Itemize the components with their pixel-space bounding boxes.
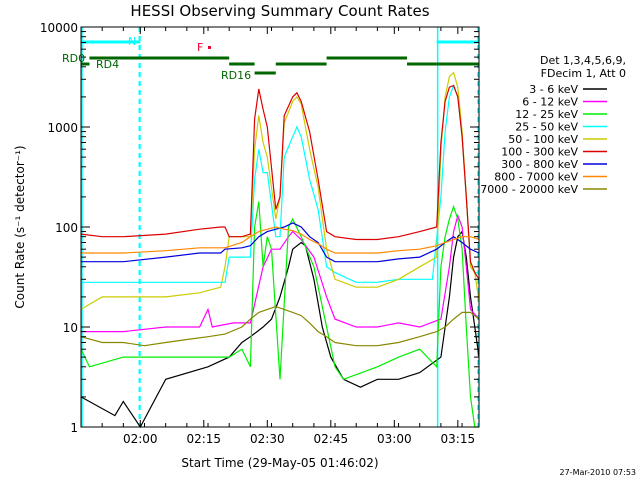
legend-label-4: 25 - 50 keV xyxy=(515,121,578,134)
x-tick-label: 03:15 xyxy=(441,432,476,446)
series-line-3 xyxy=(80,201,479,428)
legend-header-1: Det 1,3,4,5,6,9, xyxy=(540,54,626,67)
y-axis-label: Count Rate (s⁻¹ detector⁻¹) xyxy=(13,145,27,308)
legend-label-2: 6 - 12 keV xyxy=(522,96,578,109)
series-line-6 xyxy=(80,84,480,280)
rate-decimation-bars xyxy=(81,56,479,75)
flare-label: F xyxy=(197,41,203,54)
rd-label-16: RD16 xyxy=(221,69,251,82)
flare-marker xyxy=(208,46,211,49)
series-line-8 xyxy=(81,226,480,254)
chart-title: HESSI Observing Summary Count Rates xyxy=(130,2,429,20)
x-tick-label: 02:15 xyxy=(186,432,221,446)
legend-label-1: 3 - 6 keV xyxy=(529,83,578,96)
x-tick-label: 02:00 xyxy=(123,432,158,446)
series-line-9 xyxy=(80,305,480,347)
y-tick-label: 1 xyxy=(70,421,78,435)
legend-label-5: 50 - 100 keV xyxy=(508,133,578,146)
x-tick-label: 02:45 xyxy=(314,432,349,446)
x-axis-ticks: 02:00 02:15 02:30 02:45 03:00 03:15 xyxy=(80,27,476,446)
legend-label-9: 7000 - 20000 keV xyxy=(480,183,578,196)
night-label: N xyxy=(128,35,136,48)
series-line-5 xyxy=(80,71,480,310)
x-tick-label: 02:30 xyxy=(250,432,285,446)
y-axis-ticks: 1 10 100 1000 10000 xyxy=(40,21,479,435)
series-line-1 xyxy=(80,230,480,429)
legend-label-6: 100 - 300 keV xyxy=(501,146,578,159)
legend-label-3: 12 - 25 keV xyxy=(515,108,578,121)
y-tick-label: 10 xyxy=(63,321,78,335)
legend-label-7: 300 - 800 keV xyxy=(501,158,578,171)
y-tick-label: 1000 xyxy=(47,121,78,135)
series-lines xyxy=(80,71,480,429)
legend: Det 1,3,4,5,6,9, FDecim 1, Att 0 3 - 6 k… xyxy=(480,54,626,196)
rd-label-0: RD0 xyxy=(62,52,85,65)
legend-label-8: 800 - 7000 keV xyxy=(494,171,578,184)
x-axis-label: Start Time (29-May-05 01:46:02) xyxy=(181,456,378,470)
series-line-7 xyxy=(81,222,480,263)
x-tick-label: 03:00 xyxy=(377,432,412,446)
y-tick-label: 10000 xyxy=(40,21,78,35)
series-line-2 xyxy=(81,213,480,333)
legend-header-2: FDecim 1, Att 0 xyxy=(541,67,626,80)
y-tick-label: 100 xyxy=(55,221,78,235)
footer-timestamp: 27-Mar-2010 07:53 xyxy=(560,468,637,477)
rd-label-4: RD4 xyxy=(96,58,119,71)
